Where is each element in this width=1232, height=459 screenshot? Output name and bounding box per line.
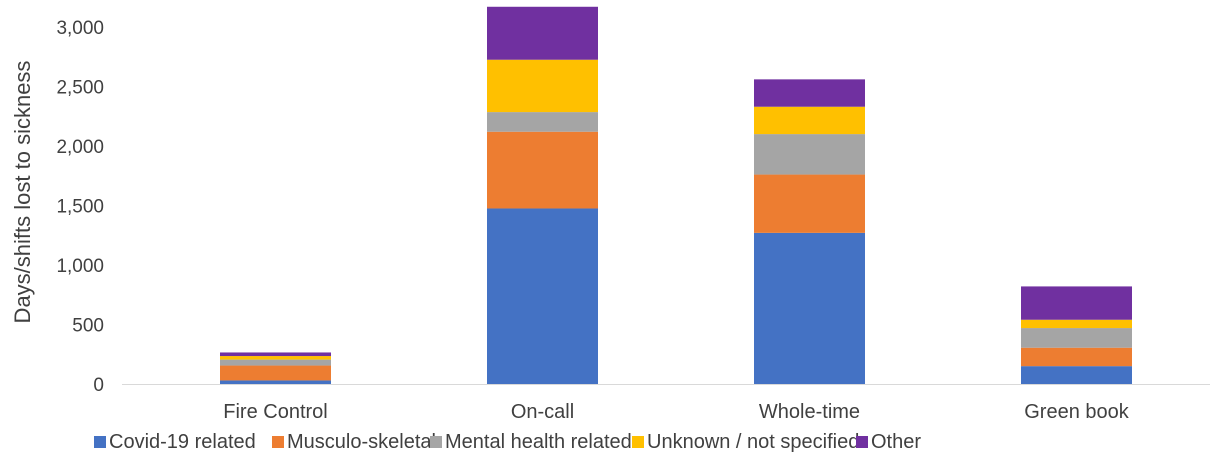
x-axis-labels: Fire Control On-call Whole-time Green book [223,401,1129,423]
bar-segment [754,106,865,135]
bar-stack [754,79,865,384]
legend-swatch [272,436,284,448]
y-tick-label: 1,500 [56,197,104,218]
legend-label: Unknown / not specified [647,431,859,453]
bar-segment [754,134,865,175]
bar-segment [1021,347,1132,367]
legend-label: Musculo-skeletal [287,431,436,453]
legend-label: Covid-19 related [109,431,256,453]
legend-swatch [856,436,868,448]
y-tick-label: 2,500 [56,78,104,99]
bar-segment [220,356,331,360]
x-tick-label: Green book [1024,401,1130,423]
bar-segment [220,380,331,384]
bar-segment [487,208,598,384]
bars [220,6,1132,384]
bar-segment [220,352,331,357]
legend-label: Other [871,431,921,453]
x-tick-label: Whole-time [759,401,860,423]
y-tick-label: 2,000 [56,137,104,158]
legend-swatch [94,436,106,448]
bar-segment [1021,286,1132,320]
legend-swatch [430,436,442,448]
bar-segment [487,6,598,60]
bar-segment [754,174,865,233]
y-tick-label: 500 [72,316,104,337]
bar-stack [487,6,598,384]
y-tick-label: 1,000 [56,256,104,277]
bar-segment [487,112,598,132]
bar-segment [1021,328,1132,348]
y-axis-title: Days/shifts lost to sickness [10,61,35,324]
bar-segment [1021,366,1132,384]
bar-segment [220,359,331,366]
bar-segment [754,232,865,384]
bar-stack [1021,286,1132,384]
bar-segment [1021,319,1132,329]
bar-segment [487,131,598,209]
x-tick-label: Fire Control [223,401,327,423]
legend-swatch [632,436,644,448]
x-tick-label: On-call [511,401,574,423]
bar-segment [220,365,331,381]
y-tick-label: 0 [93,375,104,396]
legend-label: Mental health related [445,431,632,453]
bar-segment [487,59,598,113]
bar-segment [754,79,865,107]
legend: Covid-19 related Musculo-skeletal Mental h… [94,431,921,453]
y-tick-label: 3,000 [56,18,104,39]
bar-stack [220,352,331,384]
y-axis: 0 500 1,000 1,500 2,000 2,500 3,000 [56,18,104,396]
